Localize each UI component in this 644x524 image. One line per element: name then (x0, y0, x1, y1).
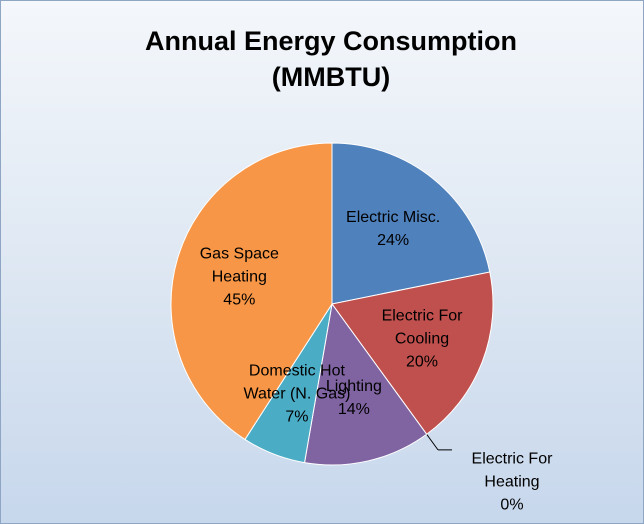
pie-slice (170, 142, 333, 441)
value-label: 20% (406, 353, 439, 371)
category-label: Domestic Hot Water (N. Gas) (243, 362, 351, 403)
value-label: 14% (337, 401, 370, 419)
value-label: 45% (223, 291, 256, 309)
value-label: 0% (500, 496, 524, 514)
data-label: Electric For Cooling 20% (362, 305, 482, 374)
chart-title: Annual Energy Consumption (MMBTU) (144, 26, 517, 92)
pie-slice (331, 271, 494, 435)
data-label: Electric Misc. 24% (333, 206, 453, 252)
data-label: Electric For Heating 0% (452, 447, 572, 516)
pie-slice (303, 302, 428, 466)
value-label: 7% (285, 408, 309, 426)
category-label: Gas Space Heating (199, 245, 279, 286)
leader-line (426, 433, 439, 451)
data-label: Lighting 14% (294, 375, 414, 421)
category-label: Electric For Cooling (381, 307, 463, 348)
data-label: Gas Space Heating 45% (179, 242, 299, 311)
data-label: Domestic Hot Water (N. Gas) 7% (237, 360, 357, 429)
category-label: Electric Misc. (346, 209, 441, 227)
pie-slice (331, 142, 491, 305)
category-label: Lighting (325, 378, 382, 396)
value-label: 24% (377, 232, 410, 250)
category-label: Electric For Heating (471, 450, 553, 491)
